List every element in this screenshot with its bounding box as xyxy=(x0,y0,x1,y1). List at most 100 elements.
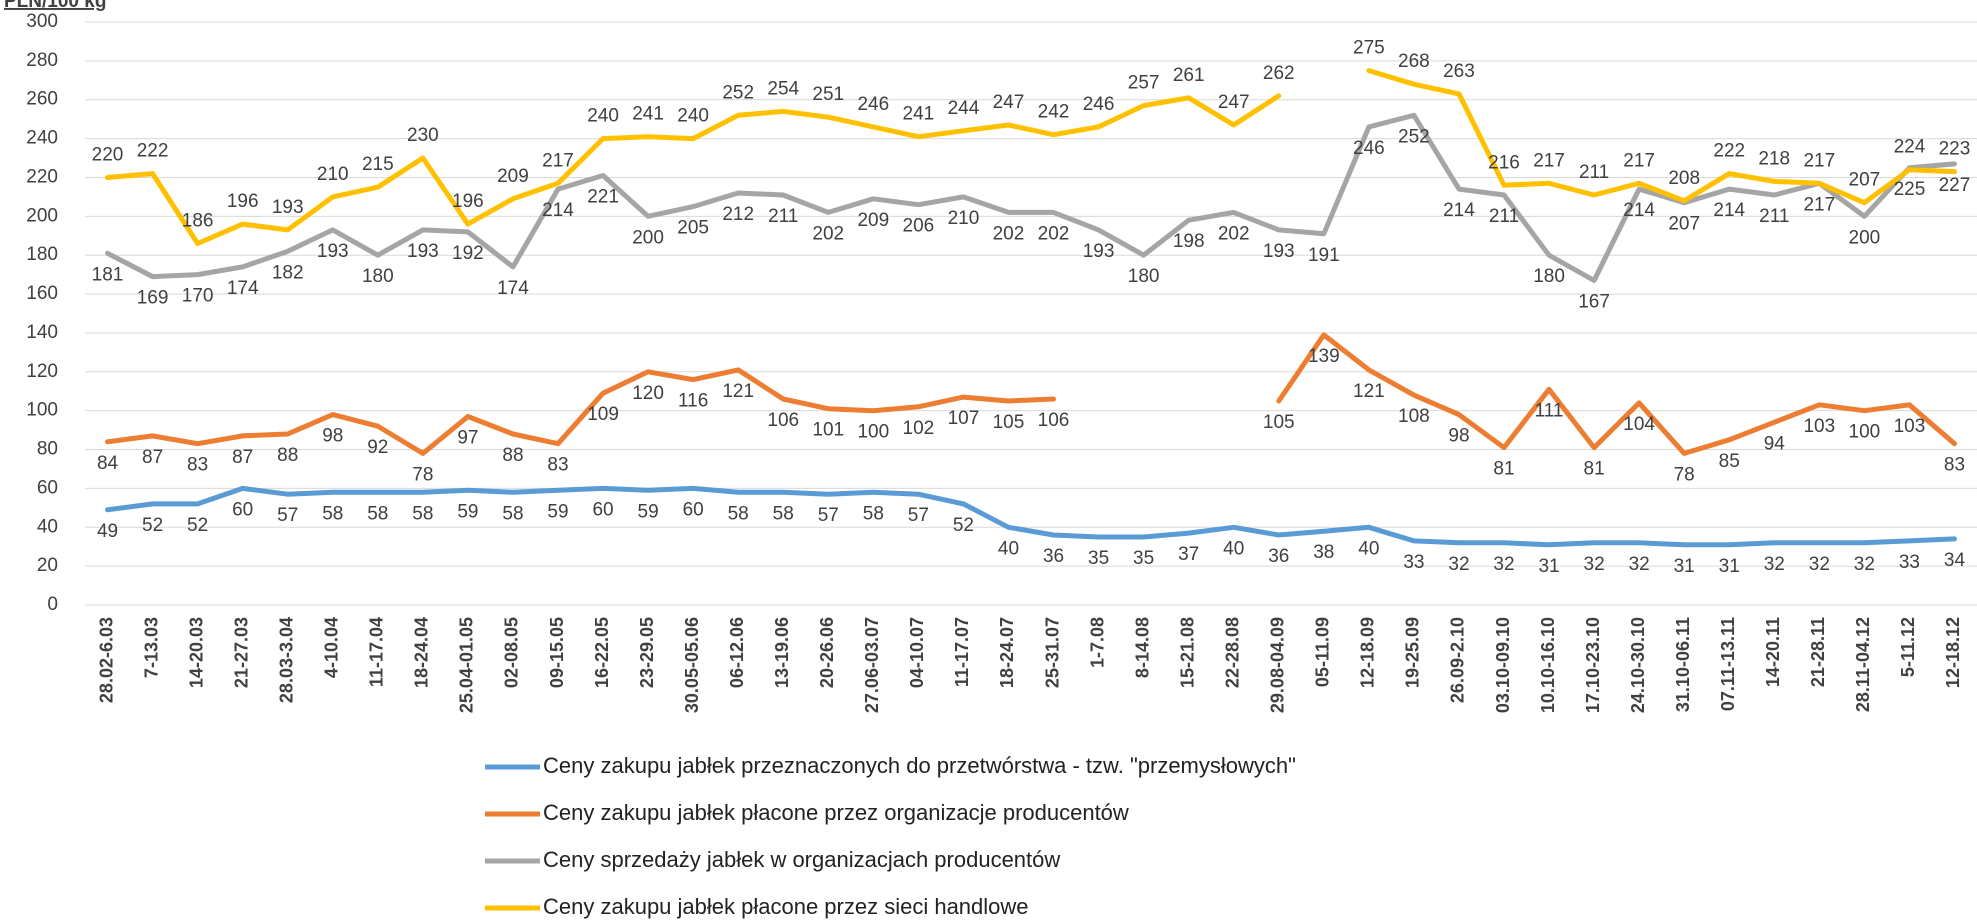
data-label: 52 xyxy=(142,515,163,536)
x-tick-label: 29.08-04.09 xyxy=(1268,617,1288,713)
data-label: 214 xyxy=(542,200,574,221)
data-label: 193 xyxy=(1083,241,1115,262)
y-tick-label: 60 xyxy=(37,477,58,498)
x-tick-label: 04-10.07 xyxy=(907,617,927,688)
data-label: 87 xyxy=(232,447,253,468)
data-label: 193 xyxy=(272,197,304,218)
x-tick-label: 21-28.11 xyxy=(1808,617,1828,687)
x-tick-label: 27.06-03.07 xyxy=(862,617,882,713)
data-label: 198 xyxy=(1173,231,1205,252)
data-label: 35 xyxy=(1088,548,1109,569)
y-tick-label: 160 xyxy=(26,283,58,304)
data-label: 38 xyxy=(1313,542,1334,563)
y-tick-label: 300 xyxy=(26,11,58,32)
data-label: 103 xyxy=(1894,416,1926,437)
data-label: 58 xyxy=(412,503,433,524)
data-label: 121 xyxy=(1353,381,1385,402)
data-label: 192 xyxy=(452,243,484,264)
data-label: 227 xyxy=(1939,175,1971,196)
data-label: 170 xyxy=(182,286,214,307)
data-label: 209 xyxy=(857,210,889,231)
data-label: 81 xyxy=(1493,459,1514,480)
data-label: 58 xyxy=(502,503,523,524)
data-label: 81 xyxy=(1584,459,1605,480)
data-label: 193 xyxy=(317,241,349,262)
data-label: 254 xyxy=(767,78,799,99)
data-label: 57 xyxy=(818,505,839,526)
data-label: 216 xyxy=(1488,152,1520,173)
x-tick-label: 1-7.08 xyxy=(1087,617,1107,668)
data-label: 241 xyxy=(903,104,935,125)
y-tick-label: 240 xyxy=(26,128,58,149)
x-tick-label: 19-25.09 xyxy=(1403,617,1423,688)
data-label: 214 xyxy=(1713,200,1745,221)
data-label: 111 xyxy=(1535,400,1564,421)
data-label: 247 xyxy=(1218,92,1250,113)
data-label: 139 xyxy=(1308,346,1340,367)
data-label: 246 xyxy=(1353,138,1385,159)
data-label: 31 xyxy=(1719,556,1740,577)
x-tick-label: 8-14.08 xyxy=(1132,617,1152,678)
data-label: 247 xyxy=(993,92,1025,113)
data-label: 40 xyxy=(1358,538,1379,559)
data-label: 108 xyxy=(1398,406,1430,427)
y-tick-label: 200 xyxy=(26,205,58,226)
x-tick-label: 11-17.04 xyxy=(367,617,387,687)
data-label: 33 xyxy=(1899,552,1920,573)
data-label: 208 xyxy=(1668,168,1700,189)
data-label: 244 xyxy=(948,98,980,119)
data-label: 180 xyxy=(1533,266,1565,287)
data-label: 31 xyxy=(1674,556,1695,577)
data-label: 32 xyxy=(1809,554,1830,575)
data-label: 32 xyxy=(1854,554,1875,575)
data-label: 33 xyxy=(1403,552,1424,573)
data-label: 212 xyxy=(722,204,754,225)
data-label: 83 xyxy=(1944,455,1965,476)
y-tick-label: 140 xyxy=(26,322,58,343)
data-label: 251 xyxy=(812,84,844,105)
data-label: 104 xyxy=(1623,414,1655,435)
data-label: 120 xyxy=(632,383,664,404)
x-tick-label: 09-15.05 xyxy=(547,617,567,688)
y-tick-label: 0 xyxy=(47,594,58,615)
data-label: 100 xyxy=(1849,422,1881,443)
x-tick-label: 17.10-23.10 xyxy=(1583,617,1603,713)
x-tick-label: 14-20.11 xyxy=(1763,617,1783,687)
x-tick-label: 5-11.12 xyxy=(1898,617,1918,677)
legend-label: Ceny sprzedaży jabłek w organizacjach pr… xyxy=(543,847,1060,872)
data-label: 169 xyxy=(137,288,169,309)
y-tick-label: 220 xyxy=(26,166,58,187)
x-tick-label: 24.10-30.10 xyxy=(1628,617,1648,713)
data-label: 181 xyxy=(92,264,124,285)
data-label: 257 xyxy=(1128,73,1160,94)
data-label: 106 xyxy=(767,410,799,431)
data-label: 246 xyxy=(1083,94,1115,115)
data-label: 105 xyxy=(1263,412,1295,433)
x-tick-label: 12-18.12 xyxy=(1943,617,1963,688)
data-label: 263 xyxy=(1443,61,1475,82)
data-label: 252 xyxy=(722,82,754,103)
data-label: 196 xyxy=(227,191,259,212)
data-label: 60 xyxy=(683,499,704,520)
x-tick-label: 28.11-04.12 xyxy=(1853,617,1873,712)
x-tick-label: 11-17.07 xyxy=(952,617,972,687)
data-label: 116 xyxy=(678,391,708,412)
data-label: 200 xyxy=(1849,227,1881,248)
data-label: 217 xyxy=(1623,150,1655,171)
data-label: 121 xyxy=(722,381,754,402)
x-tick-label: 28.03-3.04 xyxy=(276,617,296,703)
data-label: 40 xyxy=(1223,538,1244,559)
y-axis-title: PLN/100 kg xyxy=(4,0,106,12)
data-label: 207 xyxy=(1668,214,1700,235)
data-label: 36 xyxy=(1268,546,1289,567)
x-tick-label: 25.04-01.05 xyxy=(457,617,477,713)
legend-label: Ceny zakupu jabłek płacone przez sieci h… xyxy=(543,894,1029,919)
data-label: 261 xyxy=(1173,65,1205,86)
series-line xyxy=(105,485,1957,548)
data-label: 59 xyxy=(457,501,478,522)
data-label: 107 xyxy=(948,408,980,429)
data-label: 225 xyxy=(1894,179,1926,200)
data-label: 268 xyxy=(1398,51,1430,72)
data-label: 262 xyxy=(1263,63,1295,84)
legend-label: Ceny zakupu jabłek płacone przez organiz… xyxy=(543,800,1129,825)
